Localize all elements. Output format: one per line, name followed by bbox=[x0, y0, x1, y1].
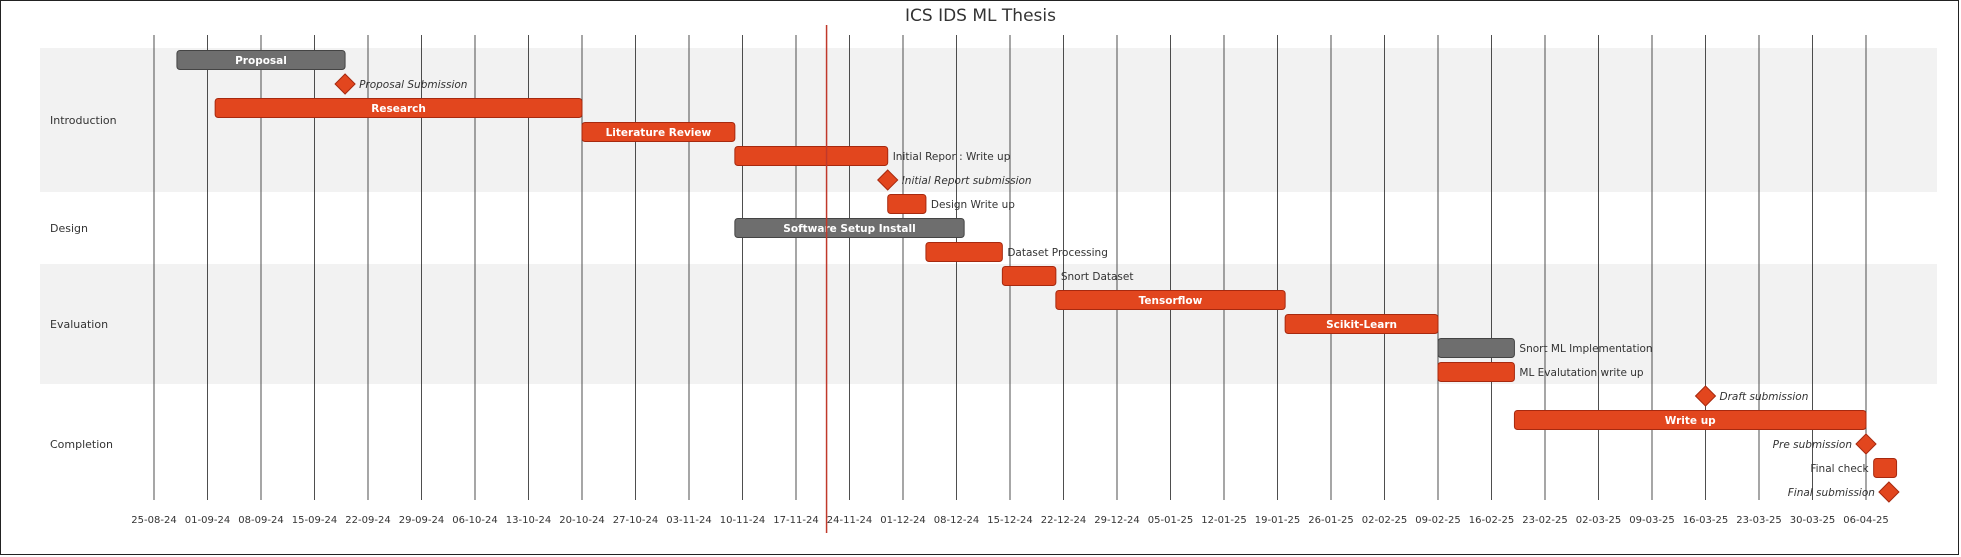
x-tick-label: 25-08-24 bbox=[131, 515, 176, 526]
task-label: Software Setup Install bbox=[783, 223, 915, 235]
x-tick-label: 09-02-25 bbox=[1415, 515, 1460, 526]
task-bar bbox=[1873, 458, 1898, 478]
task-label: Dataset Processing bbox=[1007, 247, 1108, 259]
task-label: Scikit-Learn bbox=[1326, 319, 1397, 331]
x-tick-label: 01-12-24 bbox=[880, 515, 925, 526]
x-tick-label: 17-11-24 bbox=[773, 515, 818, 526]
section-label: Completion bbox=[50, 438, 113, 451]
task-bar bbox=[1055, 290, 1286, 310]
x-tick-label: 26-01-25 bbox=[1308, 515, 1353, 526]
task-bar bbox=[1513, 410, 1867, 430]
milestone-marker bbox=[1694, 385, 1717, 407]
section-band bbox=[40, 264, 1937, 384]
task-label: Tensorflow bbox=[1139, 295, 1203, 307]
x-tick-label: 23-03-25 bbox=[1736, 515, 1781, 526]
x-tick-label: 09-03-25 bbox=[1629, 515, 1674, 526]
milestone-label: Proposal Submission bbox=[359, 79, 467, 91]
task-label: Initial Repor : Write up bbox=[893, 151, 1011, 163]
x-tick-label: 15-12-24 bbox=[987, 515, 1032, 526]
x-tick-label: 29-12-24 bbox=[1094, 515, 1139, 526]
x-tick-label: 24-11-24 bbox=[827, 515, 872, 526]
x-tick-label: 19-01-25 bbox=[1255, 515, 1300, 526]
x-tick-label: 22-09-24 bbox=[345, 515, 390, 526]
x-tick-label: 27-10-24 bbox=[613, 515, 658, 526]
x-tick-label: 03-11-24 bbox=[666, 515, 711, 526]
milestone-marker bbox=[334, 73, 356, 95]
x-tick-label: 29-09-24 bbox=[399, 515, 444, 526]
milestone-label: Final submission bbox=[1788, 487, 1875, 499]
x-tick-label: 10-11-24 bbox=[720, 515, 765, 526]
section-label: Introduction bbox=[50, 114, 117, 127]
section-label: Evaluation bbox=[50, 318, 108, 331]
task-bar bbox=[1437, 362, 1515, 382]
task-bar bbox=[1001, 266, 1057, 286]
x-tick-label: 15-09-24 bbox=[292, 515, 337, 526]
x-tick-label: 02-03-25 bbox=[1576, 515, 1621, 526]
milestone-marker bbox=[1878, 481, 1900, 503]
x-tick-label: 12-01-25 bbox=[1201, 515, 1246, 526]
milestone-label: Draft submission bbox=[1720, 391, 1809, 403]
x-tick-label: 08-12-24 bbox=[934, 515, 979, 526]
x-tick-label: 05-01-25 bbox=[1148, 515, 1193, 526]
task-bar bbox=[214, 98, 583, 118]
chart-title: ICS IDS ML Thesis bbox=[905, 6, 1056, 26]
x-tick-label: 23-02-25 bbox=[1522, 515, 1567, 526]
task-bar bbox=[581, 122, 736, 142]
task-label: Proposal bbox=[235, 55, 287, 67]
task-bar bbox=[1284, 314, 1439, 334]
task-label: Snort ML Implementation bbox=[1519, 343, 1652, 355]
task-label: Design Write up bbox=[931, 199, 1015, 211]
x-tick-label: 20-10-24 bbox=[559, 515, 604, 526]
x-tick-label: 30-03-25 bbox=[1790, 515, 1835, 526]
x-tick-label: 22-12-24 bbox=[1041, 515, 1086, 526]
task-label: Final check bbox=[1810, 463, 1869, 475]
x-tick-label: 08-09-24 bbox=[238, 515, 283, 526]
x-tick-label: 16-02-25 bbox=[1469, 515, 1514, 526]
task-bar bbox=[734, 146, 889, 166]
x-tick-label: 13-10-24 bbox=[506, 515, 551, 526]
task-bar bbox=[734, 218, 965, 238]
x-tick-label: 06-10-24 bbox=[452, 515, 497, 526]
task-bar bbox=[887, 194, 927, 214]
x-tick-label: 16-03-25 bbox=[1683, 515, 1728, 526]
milestone-marker bbox=[877, 169, 899, 191]
section-band bbox=[40, 48, 1937, 192]
task-label: Snort Dataset bbox=[1061, 271, 1134, 283]
milestone-marker bbox=[1855, 433, 1877, 455]
milestone-label: Initial Report submission bbox=[902, 175, 1032, 187]
x-tick-label: 06-04-25 bbox=[1843, 515, 1888, 526]
milestone-label: Pre submission bbox=[1773, 439, 1852, 451]
task-label: ML Evalutation write up bbox=[1519, 367, 1643, 379]
task-label: Write up bbox=[1665, 415, 1716, 427]
task-bar bbox=[1437, 338, 1515, 358]
x-tick-label: 02-02-25 bbox=[1362, 515, 1407, 526]
section-label: Design bbox=[50, 222, 88, 235]
task-label: Literature Review bbox=[606, 127, 712, 139]
task-label: Research bbox=[371, 103, 426, 115]
task-bar bbox=[176, 50, 346, 70]
task-bar bbox=[925, 242, 1003, 262]
x-tick-label: 01-09-24 bbox=[185, 515, 230, 526]
